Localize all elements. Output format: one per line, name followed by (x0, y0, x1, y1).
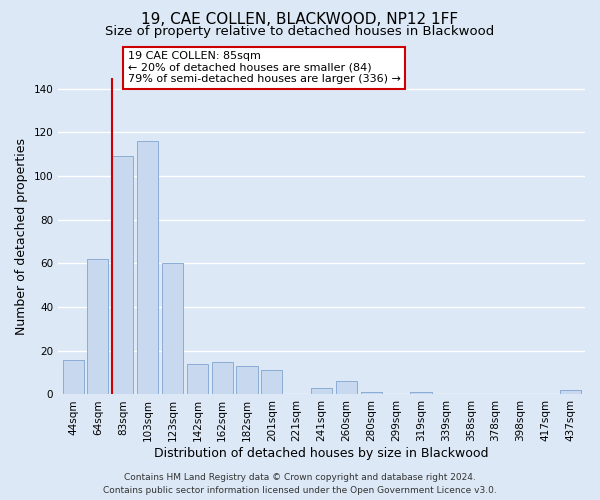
Bar (212, 362, 233, 394)
Bar (62, 360, 83, 394)
Bar (361, 392, 382, 394)
Bar (236, 366, 257, 394)
Bar (336, 382, 357, 394)
Y-axis label: Number of detached properties: Number of detached properties (15, 138, 28, 334)
Text: Contains HM Land Registry data © Crown copyright and database right 2024.
Contai: Contains HM Land Registry data © Crown c… (103, 474, 497, 495)
Bar (137, 141, 158, 395)
Bar (410, 392, 431, 394)
Bar (560, 390, 581, 394)
Text: 19 CAE COLLEN: 85sqm
← 20% of detached houses are smaller (84)
79% of semi-detac: 19 CAE COLLEN: 85sqm ← 20% of detached h… (128, 51, 401, 84)
Bar (88, 259, 109, 394)
Bar (162, 264, 183, 394)
Bar (311, 388, 332, 394)
Bar (262, 370, 283, 394)
Text: 19, CAE COLLEN, BLACKWOOD, NP12 1FF: 19, CAE COLLEN, BLACKWOOD, NP12 1FF (142, 12, 458, 28)
X-axis label: Distribution of detached houses by size in Blackwood: Distribution of detached houses by size … (154, 447, 489, 460)
Bar (112, 156, 133, 394)
Text: Size of property relative to detached houses in Blackwood: Size of property relative to detached ho… (106, 25, 494, 38)
Bar (187, 364, 208, 394)
